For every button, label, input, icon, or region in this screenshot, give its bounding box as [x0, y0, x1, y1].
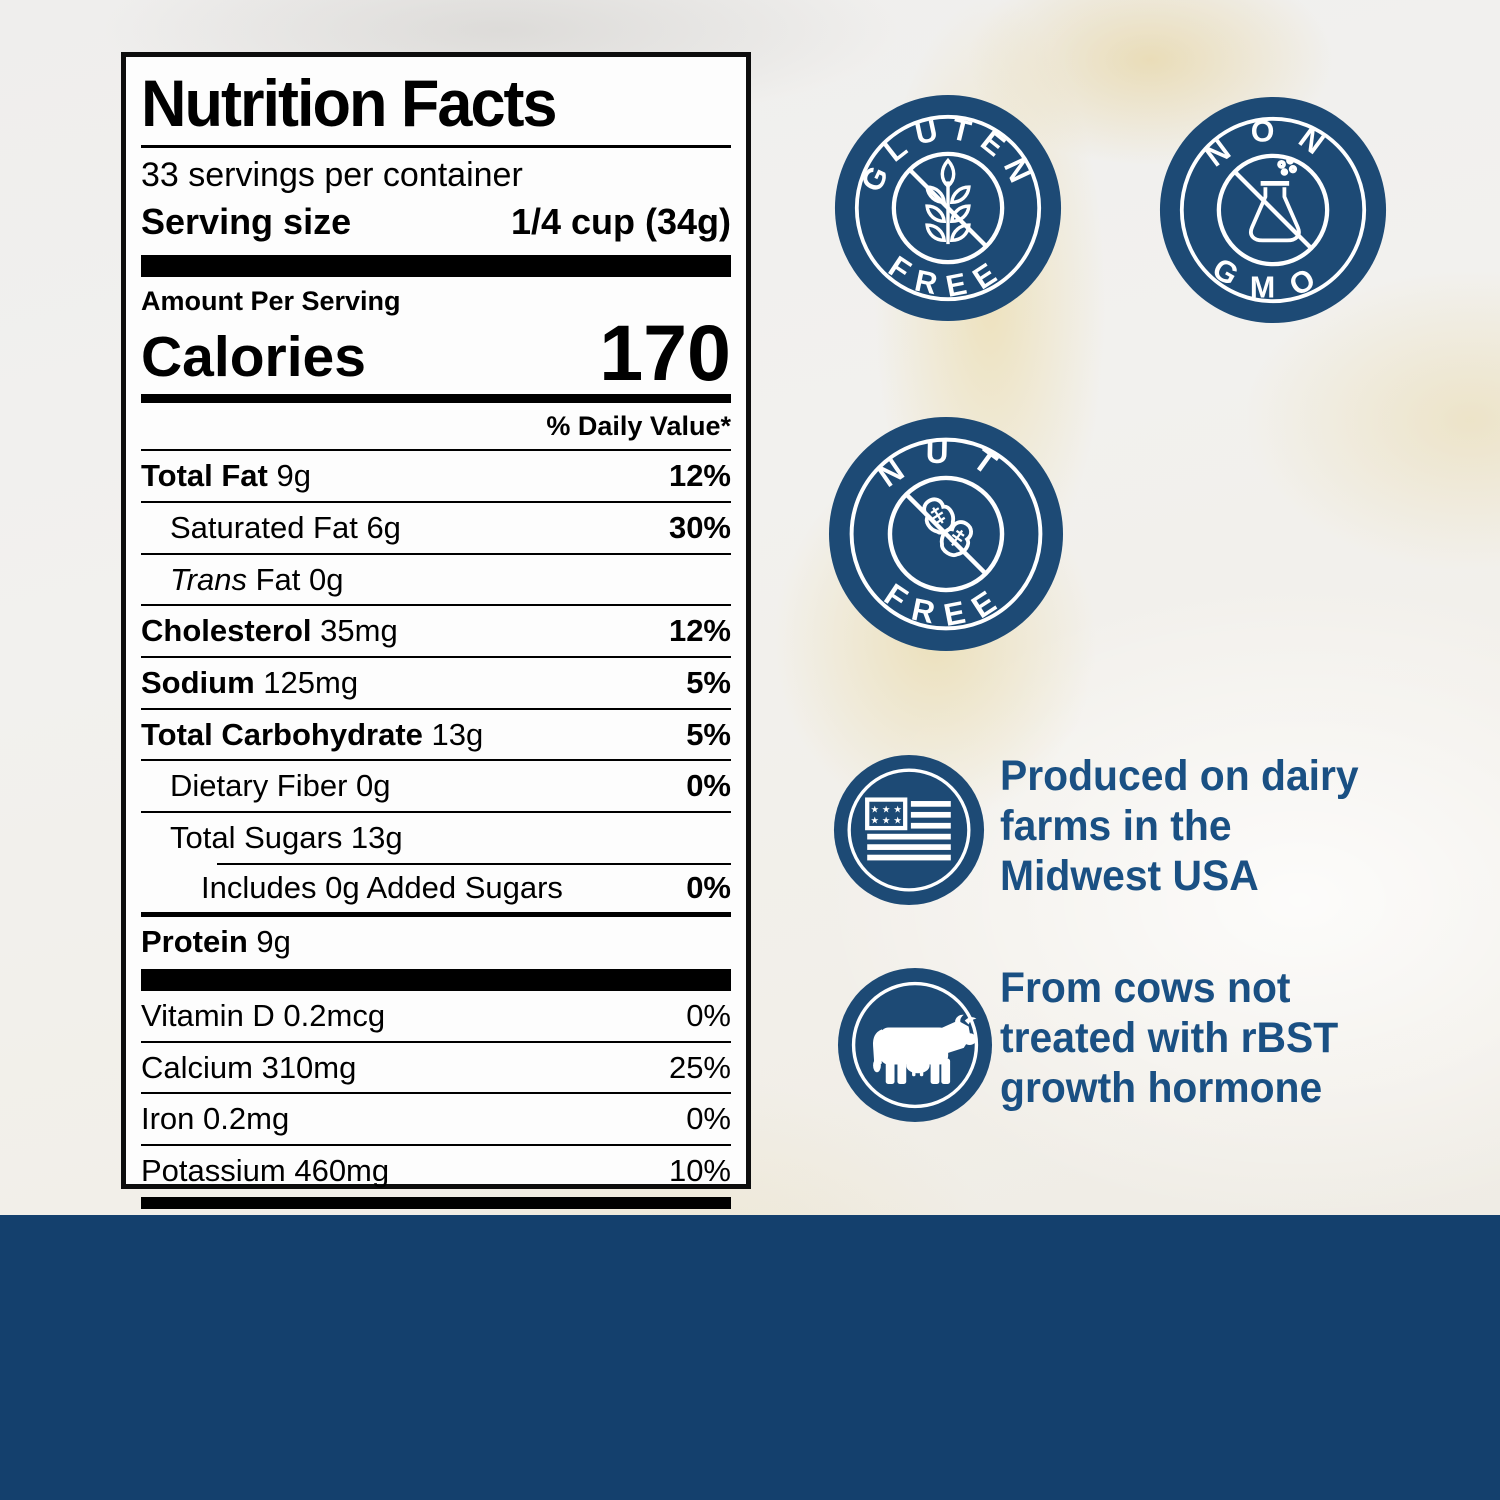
nutrient-row-total-fat: Total Fat 9g 12% — [141, 449, 731, 501]
non-gmo-badge: NON GMO — [1159, 96, 1387, 324]
thick-divider-bar — [141, 255, 731, 278]
svg-text:★: ★ — [871, 815, 880, 826]
nutrient-row-trans-fat: Trans Fat 0g — [141, 552, 731, 605]
nutrient-name: Total Carbohydrate 13g — [141, 716, 484, 752]
nutrient-dv: 5% — [686, 665, 731, 701]
feature-line: Midwest USA — [1000, 852, 1259, 900]
nutrient-name: Sodium 125mg — [141, 665, 359, 701]
usa-flag-icon: ★ ★ ★ ★ ★ ★ — [833, 754, 985, 906]
wheat-crossed-icon — [891, 151, 1005, 265]
nutrient-row-vitamin-d: Vitamin D 0.2mcg 0% — [141, 991, 731, 1041]
nutrient-row-total-sugars: Total Sugars 13g — [141, 810, 731, 863]
calories-value: 170 — [599, 308, 731, 398]
nutrient-dv: 0% — [686, 869, 731, 905]
nutrient-row-added-sugars: Includes 0g Added Sugars 0% — [141, 862, 731, 913]
nutrient-dv: 12% — [668, 458, 731, 494]
svg-text:★: ★ — [871, 804, 880, 815]
svg-text:★: ★ — [882, 815, 891, 826]
daily-value-header: % Daily Value* — [546, 411, 731, 442]
nutrient-name: Vitamin D 0.2mcg — [141, 997, 386, 1033]
feature-text-rbst: From cows not treated with rBST growth h… — [1000, 963, 1338, 1113]
nutrient-name: Iron 0.2mg — [141, 1101, 290, 1137]
nutrient-name: Total Sugars 13g — [170, 819, 403, 855]
nutrient-dv: 12% — [668, 613, 731, 649]
servings-per-container: 33 servings per container — [141, 156, 523, 195]
serving-size-value: 1/4 cup (34g) — [510, 201, 731, 243]
feature-line: treated with rBST — [1000, 1014, 1339, 1062]
title-divider — [141, 145, 731, 149]
nut-free-badge: NUT FREE — [828, 416, 1064, 652]
nutrient-name: Saturated Fat 6g — [170, 510, 401, 546]
nutrition-facts-panel: Nutrition Facts 33 servings per containe… — [121, 52, 751, 1307]
nutrient-name: Dietary Fiber 0g — [170, 768, 391, 804]
nutrient-row-iron: Iron 0.2mg 0% — [141, 1092, 731, 1144]
gluten-free-badge-graphic: GLUTEN FREE — [834, 94, 1062, 322]
peanut-crossed-icon — [887, 475, 1005, 593]
nutrient-name: Protein 9g — [141, 924, 291, 960]
nutrient-dv: 25% — [668, 1049, 731, 1085]
calories-label: Calories — [141, 325, 366, 390]
usa-flag-circle: ★ ★ ★ ★ ★ ★ — [833, 754, 985, 911]
nutrient-row-potassium: Potassium 460mg 10% — [141, 1143, 731, 1196]
nutrient-row-total-carbohydrate: Total Carbohydrate 13g 5% — [141, 707, 731, 760]
feature-line: growth hormone — [1000, 1064, 1323, 1112]
svg-text:★: ★ — [893, 804, 902, 815]
nutrient-row-dietary-fiber: Dietary Fiber 0g 0% — [141, 759, 731, 811]
non-gmo-badge-graphic: NON GMO — [1159, 96, 1387, 324]
nutrient-name: Trans Fat 0g — [170, 561, 344, 597]
nutrition-facts-title: Nutrition Facts — [141, 67, 558, 141]
medium-divider-bar — [141, 394, 731, 404]
nutrient-dv: 0% — [686, 768, 731, 804]
calories-row: Calories 170 — [141, 308, 731, 398]
gluten-free-badge: GLUTEN FREE — [834, 94, 1062, 322]
nutrient-name: Calcium 310mg — [141, 1049, 357, 1085]
medium-divider-bar — [141, 1197, 731, 1210]
nutrient-name: Potassium 460mg — [141, 1152, 390, 1188]
nutrient-name: Includes 0g Added Sugars — [201, 869, 563, 905]
nutrient-row-saturated-fat: Saturated Fat 6g 30% — [141, 501, 731, 553]
nutrient-row-sodium: Sodium 125mg 5% — [141, 656, 731, 708]
nutrient-dv: 0% — [686, 997, 731, 1033]
nutrient-row-cholesterol: Cholesterol 35mg 12% — [141, 604, 731, 656]
cow-icon — [837, 967, 993, 1123]
thick-divider-bar — [141, 968, 731, 991]
ingredients-band: INGREDIENTS:WHOLE MILK POWDER CONTAINS:M… — [0, 1215, 1500, 1500]
nutrient-dv: 10% — [668, 1152, 731, 1188]
serving-size-label: Serving size — [141, 201, 352, 243]
svg-text:★: ★ — [893, 815, 902, 826]
nutrient-name: Total Fat 9g — [141, 458, 311, 494]
nutrient-row-calcium: Calcium 310mg 25% — [141, 1040, 731, 1093]
nut-free-badge-graphic: NUT FREE — [828, 416, 1064, 652]
nutrient-dv: 30% — [668, 510, 731, 546]
svg-text:★: ★ — [882, 804, 891, 815]
feature-line: Produced on dairy — [1000, 752, 1359, 800]
flask-crossed-icon — [1216, 153, 1330, 267]
feature-line: farms in the — [1000, 802, 1232, 850]
feature-text-dairy-farms: Produced on dairy farms in the Midwest U… — [1000, 751, 1359, 901]
serving-size-row: Serving size 1/4 cup (34g) — [141, 201, 731, 243]
nutrient-dv: 5% — [686, 716, 731, 752]
feature-line: From cows not — [1000, 964, 1291, 1012]
nutrient-name: Cholesterol 35mg — [141, 613, 398, 649]
nutrient-row-protein: Protein 9g — [141, 912, 731, 967]
nutrient-dv: 0% — [686, 1101, 731, 1137]
cow-circle — [837, 967, 993, 1128]
amount-per-serving-label: Amount Per Serving — [141, 286, 401, 317]
